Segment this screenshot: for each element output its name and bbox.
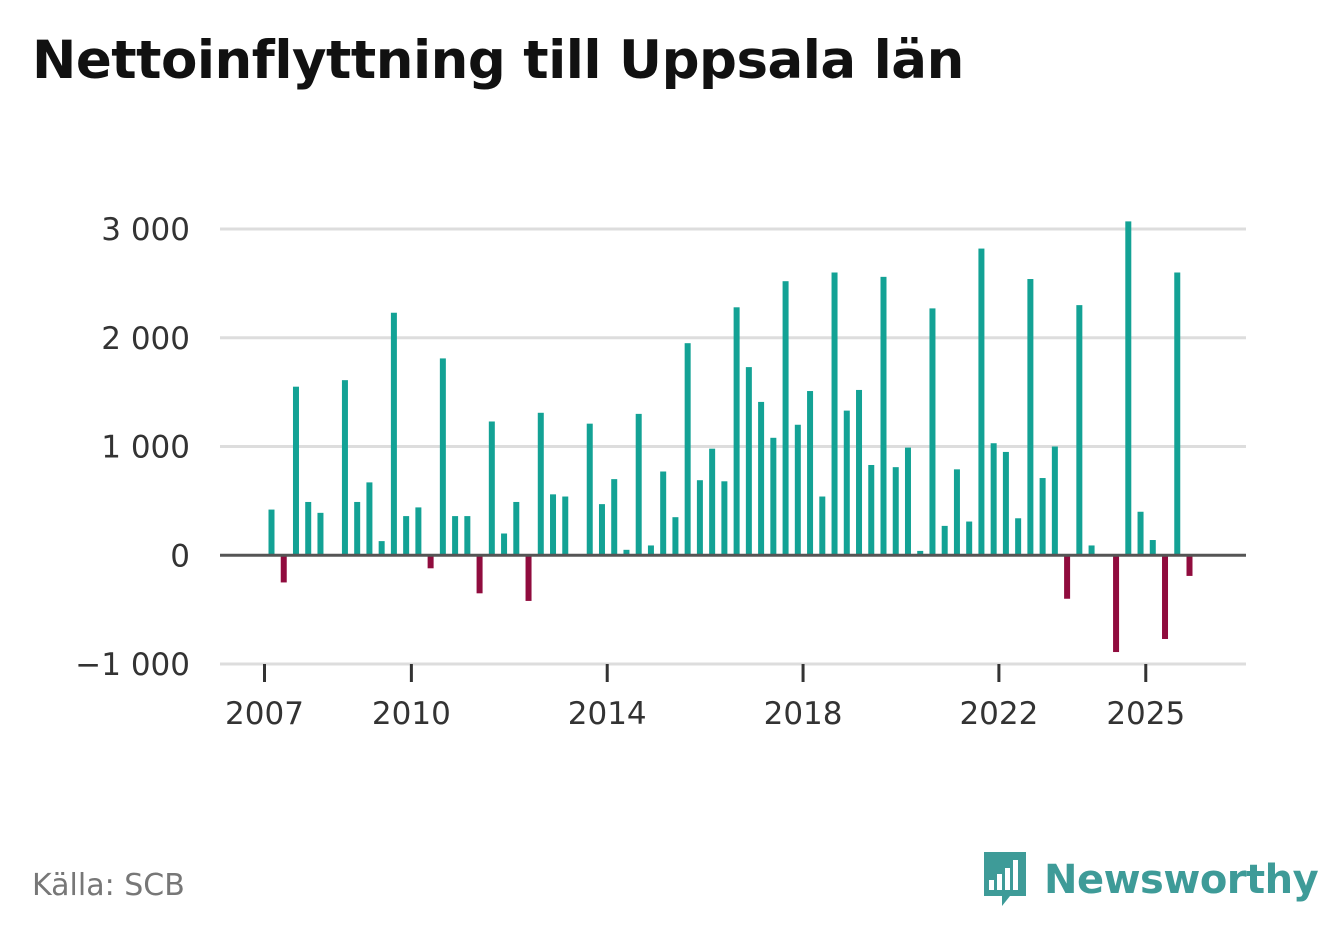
- bar: [1149, 540, 1156, 556]
- chart-title: Nettoinflyttning till Uppsala län: [32, 30, 964, 91]
- bar: [1064, 555, 1071, 599]
- bar: [1125, 221, 1132, 556]
- axes: 3 000 2 000 1 000 0 −1 000 2007 2010 2014 2018 20…: [75, 212, 1246, 732]
- bar: [733, 307, 740, 556]
- bar: [1002, 451, 1009, 556]
- bar: [1137, 511, 1144, 556]
- bar: [550, 494, 557, 556]
- bar: [1088, 545, 1095, 556]
- bar: [672, 517, 679, 556]
- bar: [941, 525, 948, 556]
- bar: [966, 521, 973, 556]
- bar: [782, 281, 789, 556]
- bar: [513, 501, 520, 556]
- bar: [476, 555, 483, 594]
- bar: [904, 447, 911, 556]
- bar: [317, 512, 324, 556]
- bar: [1027, 279, 1034, 556]
- bar: [990, 443, 997, 556]
- bar: [598, 504, 605, 556]
- bar: [721, 481, 728, 556]
- bar: [623, 549, 630, 556]
- newsworthy-logo-text: Newsworthy: [1044, 857, 1319, 903]
- bar: [758, 401, 765, 556]
- bar: [390, 312, 397, 556]
- y-tick-label: 3 000: [101, 212, 190, 248]
- bar: [1174, 272, 1181, 556]
- bar: [745, 367, 752, 556]
- bar: [917, 550, 924, 556]
- bar: [770, 437, 777, 556]
- bar: [586, 423, 593, 556]
- x-tick-label: 2014: [568, 696, 647, 732]
- bar: [366, 482, 373, 556]
- x-tick-label: 2025: [1106, 696, 1185, 732]
- y-tick-label: 2 000: [101, 321, 190, 357]
- bar: [831, 272, 838, 556]
- bar: [268, 509, 275, 556]
- bar: [856, 389, 863, 556]
- bar: [953, 469, 960, 556]
- bar: [635, 413, 642, 556]
- bar: [305, 501, 312, 556]
- x-tick-label: 2018: [764, 696, 843, 732]
- bar: [341, 380, 348, 556]
- bar: [660, 471, 667, 556]
- y-tick-label: 0: [170, 538, 190, 574]
- bar: [464, 516, 471, 556]
- bar: [354, 501, 361, 556]
- bar: [1051, 446, 1058, 556]
- bar: [562, 496, 569, 556]
- x-tick-label: 2010: [372, 696, 451, 732]
- bar: [1015, 518, 1022, 556]
- bars: [268, 221, 1193, 653]
- bar: [403, 516, 410, 556]
- bar: [452, 516, 459, 556]
- bar: [1076, 305, 1083, 556]
- bar: [537, 412, 544, 556]
- bar: [709, 448, 716, 556]
- bar: [843, 410, 850, 556]
- bar: [807, 391, 814, 556]
- bar: [684, 343, 691, 556]
- bar: [794, 424, 801, 556]
- bar: [892, 467, 899, 556]
- bar: [292, 386, 299, 556]
- bar: [501, 533, 508, 556]
- bar: [488, 421, 495, 556]
- bar: [415, 507, 422, 556]
- bar: [929, 308, 936, 556]
- bar: [819, 496, 826, 556]
- bar: [696, 480, 703, 556]
- bar: [439, 358, 446, 556]
- newsworthy-logo-icon: [984, 852, 1026, 906]
- source-note: Källa: SCB: [32, 868, 185, 903]
- grid-lines: [220, 227, 1246, 666]
- bar: [427, 555, 434, 569]
- bar: [1039, 478, 1046, 556]
- bar: [978, 248, 985, 556]
- bar: [280, 555, 287, 583]
- bar: [1186, 555, 1193, 576]
- bar: [880, 276, 887, 556]
- x-tick-label: 2007: [225, 696, 304, 732]
- bar: [378, 541, 385, 556]
- bar: [647, 545, 654, 556]
- bar: [868, 464, 875, 556]
- bar: [1113, 555, 1120, 653]
- y-tick-label: 1 000: [101, 430, 190, 466]
- newsworthy-logo[interactable]: Newsworthy: [980, 850, 1319, 910]
- bar: [525, 555, 532, 601]
- bar: [1162, 555, 1169, 639]
- y-tick-label: −1 000: [75, 647, 190, 683]
- bar: [611, 479, 618, 556]
- x-tick-label: 2022: [959, 696, 1038, 732]
